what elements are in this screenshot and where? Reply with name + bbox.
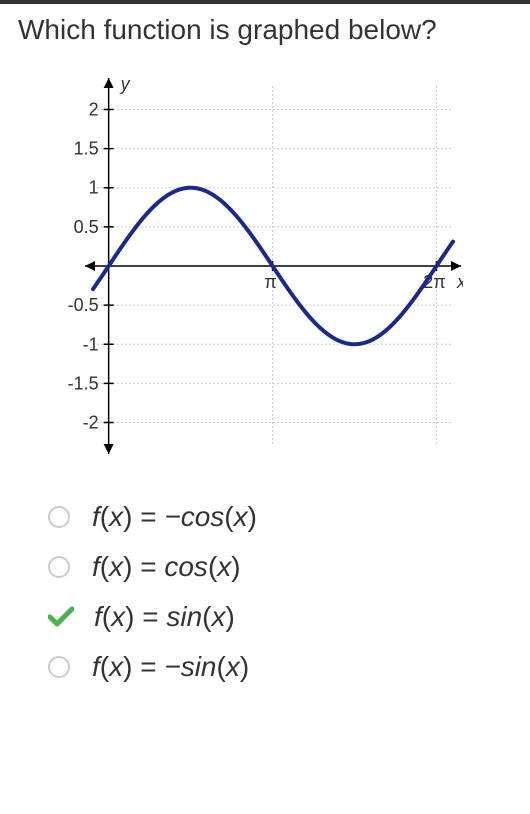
checkmark-icon: [48, 606, 74, 628]
question-text: Which function is graphed below?: [18, 14, 512, 46]
option-2[interactable]: f(x) = cos(x): [48, 551, 512, 583]
option-1[interactable]: f(x) = −cos(x): [48, 501, 512, 533]
option-2-label: f(x) = cos(x): [92, 551, 241, 583]
radio-circle-icon: [48, 656, 70, 678]
svg-text:1: 1: [89, 178, 99, 198]
svg-text:-0.5: -0.5: [68, 295, 99, 315]
radio-circle-icon: [48, 556, 70, 578]
svg-text:π: π: [264, 272, 276, 292]
svg-text:-2: -2: [83, 413, 99, 433]
radio-circle-icon: [48, 506, 70, 528]
svg-text:2: 2: [89, 99, 99, 119]
option-3-label: f(x) = sin(x): [94, 601, 235, 633]
svg-text:1.5: 1.5: [74, 139, 99, 159]
svg-text:-1.5: -1.5: [68, 373, 99, 393]
option-1-label: f(x) = −cos(x): [92, 501, 257, 533]
content-container: Which function is graphed below? -2 -1.5 -…: [0, 4, 530, 711]
svg-text:x: x: [456, 272, 463, 292]
chart-svg: -2-1.5-1-0.50.511.52π2πyx: [33, 66, 463, 466]
option-4[interactable]: f(x) = −sin(x): [48, 651, 512, 683]
function-graph: -2-1.5-1-0.50.511.52π2πyx: [33, 66, 512, 471]
svg-text:y: y: [119, 74, 131, 94]
option-3[interactable]: f(x) = sin(x): [48, 601, 512, 633]
svg-text:-1: -1: [83, 334, 99, 354]
answer-options: f(x) = −cos(x) f(x) = cos(x) f(x) = sin(…: [48, 501, 512, 683]
option-4-label: f(x) = −sin(x): [92, 651, 249, 683]
svg-text:0.5: 0.5: [74, 217, 99, 237]
